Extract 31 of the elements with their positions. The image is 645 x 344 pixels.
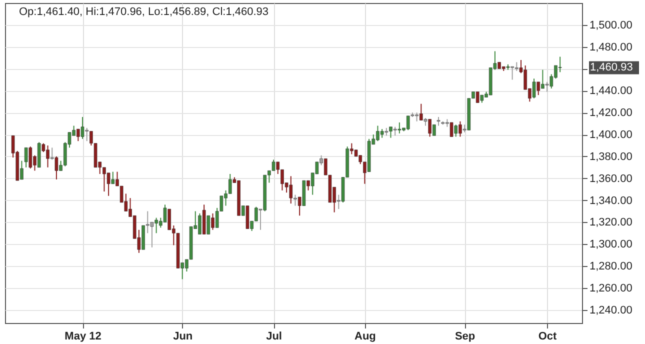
x-tick-label: Jul xyxy=(266,330,282,342)
text: 1,460.93 xyxy=(590,62,633,74)
y-tick-label: 1,240.00 xyxy=(590,304,632,316)
candlestick xyxy=(450,122,454,138)
candlestick xyxy=(80,116,84,140)
y-tick-label: 1,320.00 xyxy=(590,216,632,229)
candlestick xyxy=(532,78,536,99)
y-tick-label: 1,340.00 xyxy=(590,194,632,207)
y-tick-label: 1,500.00 xyxy=(590,19,632,32)
y-tick-label: 1,260.00 xyxy=(590,282,632,294)
y-tick-label: 1,420.00 xyxy=(590,107,632,120)
x-tick-label: Sep xyxy=(454,330,476,342)
annotation: Op:1,461.40, Hi:1,470.96, Lo:1,456.89, Cl:1,460.93 xyxy=(19,6,269,18)
y-tick-label: 1,300.00 xyxy=(590,238,632,251)
x-tick-label: Jun xyxy=(173,330,193,342)
candlestick xyxy=(398,122,402,134)
candlestick xyxy=(246,205,250,230)
x-tick-label: Aug xyxy=(354,330,376,342)
candlestick xyxy=(150,222,154,248)
y-tick-label: 1,480.00 xyxy=(590,41,632,54)
y-tick-label: 1,400.00 xyxy=(590,129,632,142)
candlestick xyxy=(272,159,276,172)
y-tick-label: 1,440.00 xyxy=(590,85,632,98)
candlestick xyxy=(24,147,28,168)
x-tick-label: Oct xyxy=(538,330,558,342)
y-tick-label: 1,380.00 xyxy=(590,150,632,163)
candlestick xyxy=(476,91,480,104)
y-tick-label: 1,280.00 xyxy=(590,260,632,273)
candlestick xyxy=(54,156,58,180)
x-tick-label: May 12 xyxy=(64,330,102,342)
y-tick-label: 1,360.00 xyxy=(590,172,632,185)
